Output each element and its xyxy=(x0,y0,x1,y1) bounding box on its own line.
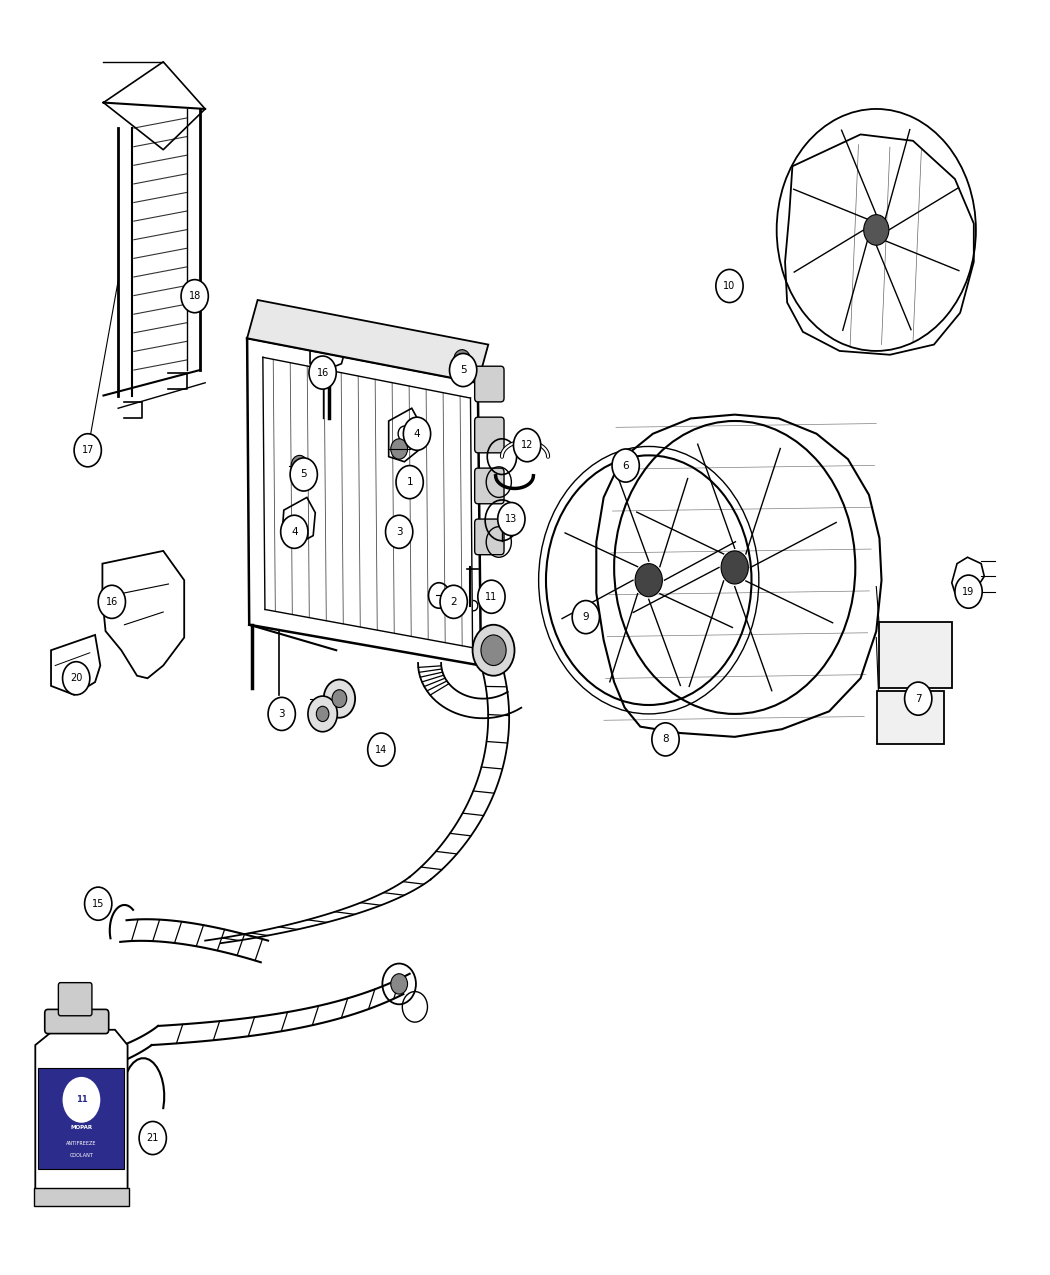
Circle shape xyxy=(454,349,470,370)
Circle shape xyxy=(403,417,430,450)
Text: 4: 4 xyxy=(414,428,420,439)
Text: 17: 17 xyxy=(82,445,93,455)
Text: 15: 15 xyxy=(92,899,104,909)
Circle shape xyxy=(368,733,395,766)
Text: 16: 16 xyxy=(316,367,329,377)
Text: 21: 21 xyxy=(147,1133,159,1142)
Text: 20: 20 xyxy=(70,673,82,683)
Text: 13: 13 xyxy=(505,514,518,524)
Circle shape xyxy=(905,682,931,715)
Circle shape xyxy=(716,269,743,302)
Circle shape xyxy=(280,515,308,548)
Text: 1: 1 xyxy=(406,477,413,487)
Circle shape xyxy=(440,585,467,618)
Circle shape xyxy=(652,723,679,756)
Circle shape xyxy=(99,585,126,618)
Text: 8: 8 xyxy=(663,734,669,745)
Circle shape xyxy=(309,356,336,389)
Text: MOPAR: MOPAR xyxy=(70,1126,92,1131)
Circle shape xyxy=(85,887,112,921)
Text: 4: 4 xyxy=(291,527,297,537)
Text: 16: 16 xyxy=(106,597,118,607)
Text: 18: 18 xyxy=(189,291,201,301)
FancyBboxPatch shape xyxy=(475,366,504,402)
FancyBboxPatch shape xyxy=(35,1188,128,1206)
FancyBboxPatch shape xyxy=(39,1068,125,1169)
FancyBboxPatch shape xyxy=(475,468,504,504)
Text: 5: 5 xyxy=(300,469,307,479)
Circle shape xyxy=(498,502,525,536)
FancyBboxPatch shape xyxy=(59,983,92,1016)
Circle shape xyxy=(75,434,102,467)
Text: 14: 14 xyxy=(375,745,387,755)
Text: 12: 12 xyxy=(521,440,533,450)
Circle shape xyxy=(290,458,317,491)
Circle shape xyxy=(513,428,541,462)
Circle shape xyxy=(721,551,749,584)
FancyBboxPatch shape xyxy=(878,691,944,745)
Text: 7: 7 xyxy=(915,694,922,704)
Circle shape xyxy=(481,635,506,666)
Text: 3: 3 xyxy=(396,527,402,537)
Text: 5: 5 xyxy=(460,365,466,375)
Circle shape xyxy=(391,439,407,459)
Circle shape xyxy=(63,662,90,695)
Circle shape xyxy=(954,575,982,608)
Text: 6: 6 xyxy=(623,460,629,470)
FancyBboxPatch shape xyxy=(475,519,504,555)
Text: COOLANT: COOLANT xyxy=(69,1154,93,1159)
Circle shape xyxy=(478,580,505,613)
Circle shape xyxy=(391,974,407,994)
Circle shape xyxy=(268,697,295,731)
Text: 3: 3 xyxy=(278,709,285,719)
Circle shape xyxy=(572,601,600,634)
Text: 2: 2 xyxy=(450,597,457,607)
Polygon shape xyxy=(36,1030,128,1192)
Text: ANTIFREEZE: ANTIFREEZE xyxy=(66,1141,97,1146)
Text: 9: 9 xyxy=(583,612,589,622)
Text: 11: 11 xyxy=(485,592,498,602)
Circle shape xyxy=(181,279,208,312)
Circle shape xyxy=(316,706,329,722)
Circle shape xyxy=(396,465,423,499)
Text: 11: 11 xyxy=(76,1095,87,1104)
Text: 10: 10 xyxy=(723,280,736,291)
Circle shape xyxy=(323,680,355,718)
Circle shape xyxy=(864,214,889,245)
Text: 19: 19 xyxy=(963,586,974,597)
Circle shape xyxy=(332,690,346,708)
FancyBboxPatch shape xyxy=(880,622,951,688)
Circle shape xyxy=(449,353,477,386)
Circle shape xyxy=(385,515,413,548)
Polygon shape xyxy=(247,300,488,382)
Circle shape xyxy=(635,564,663,597)
Circle shape xyxy=(472,625,514,676)
Circle shape xyxy=(139,1122,166,1155)
Circle shape xyxy=(612,449,639,482)
Circle shape xyxy=(308,696,337,732)
Circle shape xyxy=(63,1077,101,1123)
FancyBboxPatch shape xyxy=(45,1010,109,1034)
FancyBboxPatch shape xyxy=(475,417,504,453)
Circle shape xyxy=(291,455,308,476)
